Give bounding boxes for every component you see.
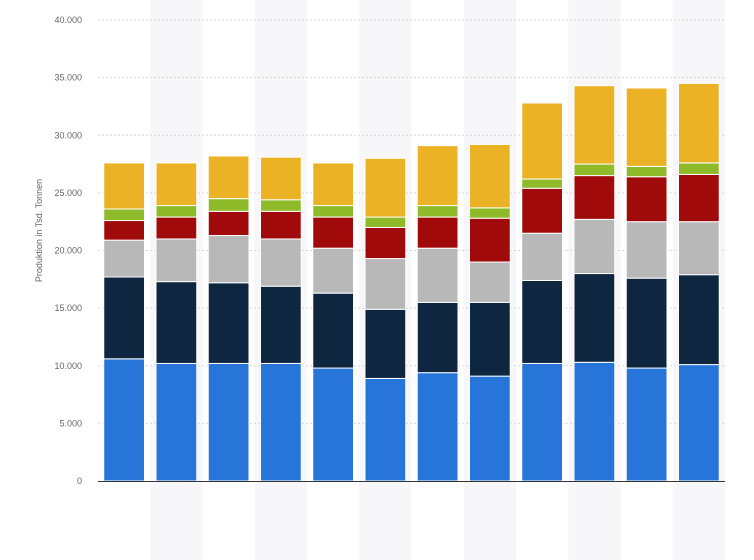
bar-segment (573, 218, 616, 275)
bar-segment (521, 232, 564, 281)
bar-segment (103, 220, 146, 241)
bar-segment (364, 216, 407, 228)
bar-segment (468, 217, 511, 263)
bar-segment (364, 377, 407, 482)
bar-segment (521, 279, 564, 364)
bar-segment (103, 358, 146, 482)
bar-segment (207, 210, 250, 237)
bar-segment (625, 221, 668, 279)
bar-segment (207, 155, 250, 200)
bar-segment (259, 285, 302, 364)
bar-segment (312, 247, 355, 294)
y-tick-label: 35.000 (54, 73, 82, 83)
bar-segment (677, 364, 720, 482)
bar-segment (677, 274, 720, 366)
bar-segment (573, 273, 616, 363)
bar-segment (625, 367, 668, 482)
bar-segment (103, 162, 146, 210)
bar-segment (207, 235, 250, 284)
bar-segment (677, 221, 720, 276)
bar-segment (103, 239, 146, 278)
y-tick-label: 40.000 (54, 15, 82, 25)
bar-segment (207, 362, 250, 482)
y-axis-title: Produktion in Tsd. Tonnen (34, 179, 44, 282)
bar-segment (312, 292, 355, 369)
bar-segment (677, 173, 720, 223)
bar-segment (155, 205, 198, 218)
y-tick-label: 5.000 (59, 418, 82, 428)
bar-segment (625, 165, 668, 178)
bar-segment (364, 226, 407, 260)
bar-segment (207, 282, 250, 364)
bar-segment (364, 157, 407, 218)
y-tick-label: 10.000 (54, 361, 82, 371)
bar-segment (207, 198, 250, 212)
bar-segment (573, 85, 616, 165)
bar-segment (103, 208, 146, 222)
bar-segment (521, 102, 564, 180)
bar-segment (416, 145, 459, 207)
bar-segment (625, 176, 668, 223)
bar-segment (312, 162, 355, 207)
y-tick-label: 30.000 (54, 130, 82, 140)
bars (103, 82, 720, 482)
bar-segment (155, 281, 198, 364)
y-tick-label: 20.000 (54, 246, 82, 256)
y-tick-labels: 0 5.000 10.000 15.000 20.000 25.000 30.000 35.0… (54, 15, 82, 486)
bar-segment (155, 216, 198, 240)
bar-segment (259, 362, 302, 482)
bar-segment (468, 301, 511, 377)
bar-segment (259, 156, 302, 201)
bar-segment (625, 87, 668, 167)
y-tick-label: 0 (77, 476, 82, 486)
bar-segment (468, 207, 511, 219)
bar-segment (364, 258, 407, 310)
bar-segment (573, 163, 616, 177)
bar-segment (416, 301, 459, 374)
bar-segment (521, 178, 564, 189)
bar-segment (573, 175, 616, 220)
bar-segment (364, 308, 407, 379)
bar-segment (312, 205, 355, 218)
bar-segment (468, 261, 511, 303)
bar-segment (468, 375, 511, 482)
bar-segment (677, 82, 720, 164)
bar-segment (259, 210, 302, 240)
bar-segment (416, 205, 459, 218)
bar-segment (312, 216, 355, 249)
bar-segment (677, 162, 720, 175)
bar-segment (416, 216, 459, 249)
bar-segment (155, 362, 198, 482)
bar-segment (155, 162, 198, 207)
bar-segment (573, 361, 616, 482)
bar-segment (103, 276, 146, 360)
y-tick-label: 25.000 (54, 188, 82, 198)
bar-segment (416, 247, 459, 303)
gridlines (98, 19, 725, 424)
bar-segment (416, 372, 459, 482)
bar-segment (468, 143, 511, 209)
y-tick-label: 15.000 (54, 303, 82, 313)
bar-segment (521, 362, 564, 482)
bar-segment (155, 238, 198, 283)
bar-segment (259, 199, 302, 212)
bar-segment (312, 367, 355, 482)
bar-segment (521, 187, 564, 234)
bar-segment (625, 277, 668, 369)
bar-segment (259, 238, 302, 287)
